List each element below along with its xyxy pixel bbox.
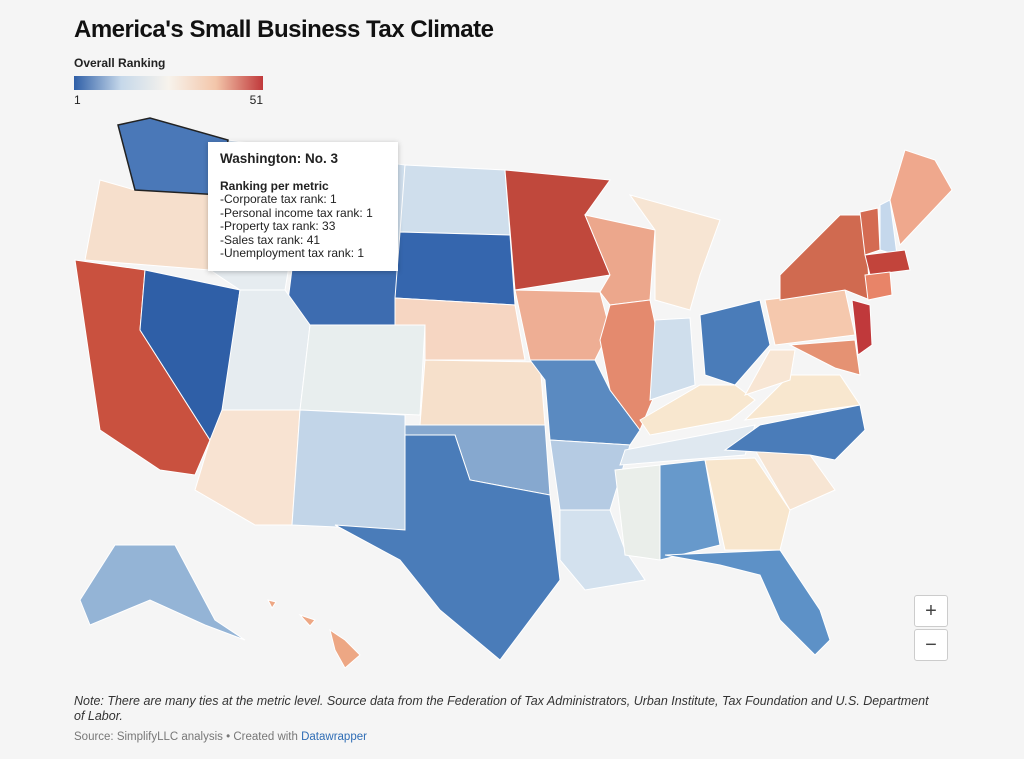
legend-min: 1 — [74, 93, 81, 107]
tooltip-line: -Corporate tax rank: 1 — [220, 192, 337, 206]
zoom-in[interactable]: + — [914, 595, 948, 627]
tooltip-line: -Unemployment tax rank: 1 — [220, 246, 365, 260]
tooltip-title: Washington: No. 3 — [220, 151, 338, 166]
datawrapper-link[interactable]: Datawrapper — [301, 731, 367, 743]
source-text: Source: SimplifyLLC analysis • Created w… — [74, 731, 298, 743]
source: Source: SimplifyLLC analysis • Created w… — [74, 731, 367, 743]
legend-title: Overall Ranking — [74, 56, 166, 70]
title: America's Small Business Tax Climate — [74, 16, 494, 43]
zoom-out[interactable]: − — [914, 629, 948, 661]
tooltip-line: -Sales tax rank: 41 — [220, 232, 321, 247]
us-map — [74, 117, 953, 669]
tooltip-subtitle: Ranking per metric — [220, 178, 329, 193]
states — [74, 117, 953, 669]
tooltip: Washington: No. 3 Ranking per metric -Co… — [208, 142, 398, 271]
legend-gradient — [74, 76, 263, 90]
tooltip-line: -Property tax rank: 33 — [220, 219, 336, 233]
tooltip-lines: -Corporate tax rank: 1 -Personal income t… — [220, 192, 386, 261]
note: Note: There are many ties at the metric … — [74, 694, 929, 723]
tooltip-line: -Personal income tax rank: 1 — [220, 205, 373, 220]
legend-max: 51 — [249, 93, 263, 107]
